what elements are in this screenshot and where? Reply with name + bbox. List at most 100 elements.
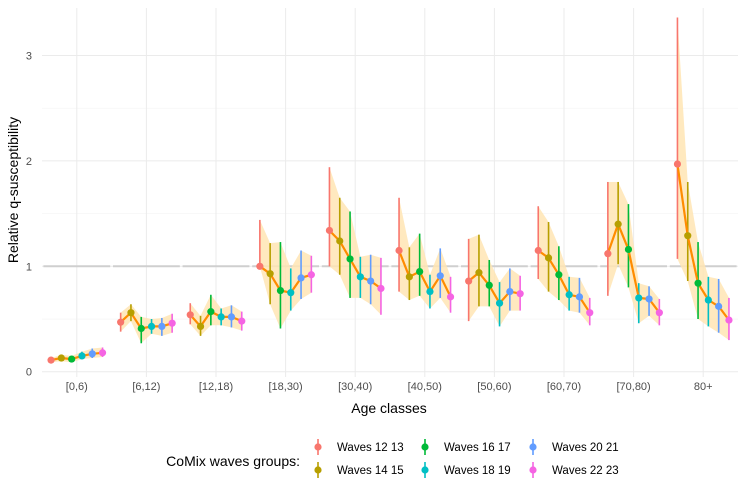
trend-line [397, 250, 452, 298]
point-layer [47, 160, 733, 364]
data-point [426, 288, 434, 296]
data-point [158, 322, 166, 330]
data-point [147, 322, 156, 330]
errorbar-layer [50, 17, 730, 363]
data-point [297, 274, 305, 282]
data-point [673, 160, 682, 168]
data-point [534, 246, 542, 255]
legend-key-point [314, 443, 322, 451]
data-point [506, 288, 514, 296]
x-tick-label: [0,6) [66, 381, 88, 393]
ci-ribbon [399, 197, 451, 313]
ci-ribbon [329, 167, 381, 315]
x-tick-label: [12,18) [199, 381, 233, 393]
x-tick-label: [40,50) [408, 381, 442, 393]
x-tick-label: [70,80) [616, 381, 650, 393]
data-point [516, 290, 524, 298]
legend-label: Waves 14 15 [337, 465, 404, 477]
data-point [276, 286, 285, 295]
data-point [377, 284, 385, 293]
data-point [436, 272, 444, 280]
legend-item: Waves 18 19 [421, 462, 511, 478]
x-axis-title: Age classes [351, 400, 426, 416]
ribbon-layer [51, 17, 729, 363]
data-point [684, 232, 692, 240]
data-point [586, 309, 594, 317]
x-tick-label: [50,60) [477, 381, 511, 393]
data-point [575, 293, 584, 301]
ci-ribbon [607, 182, 660, 326]
data-point [635, 294, 643, 302]
ci-ribbon [677, 17, 729, 341]
data-point [655, 309, 663, 317]
legend-item: Waves 20 21 [529, 439, 619, 455]
data-point [475, 269, 483, 277]
legend-key-point [529, 466, 537, 474]
legend-title: CoMix waves groups: [166, 453, 300, 469]
legend-key-point [421, 443, 429, 451]
data-point [68, 355, 76, 363]
data-point [555, 271, 563, 279]
data-point [266, 270, 274, 278]
data-point [485, 281, 493, 289]
data-point [47, 356, 55, 364]
x-tick-label: [60,70) [547, 381, 581, 393]
data-point [446, 293, 455, 301]
legend-label: Waves 12 13 [337, 442, 404, 454]
data-point [346, 255, 354, 263]
legend-key-point [314, 466, 322, 474]
data-point [725, 316, 733, 324]
x-tick-label: [30,40) [338, 381, 372, 393]
data-point [186, 311, 194, 319]
legend-items: Waves 12 13 Waves 14 15 Waves 16 17 Waves 1… [314, 439, 619, 478]
data-point [287, 289, 295, 297]
data-point [207, 308, 215, 316]
data-point [405, 273, 413, 281]
data-point [88, 350, 96, 358]
legend: CoMix waves groups: Waves 12 13 Waves 14 … [166, 439, 619, 478]
y-tick-label: 0 [26, 367, 32, 379]
data-point [704, 296, 712, 304]
data-point [227, 313, 236, 321]
data-point [565, 291, 573, 299]
ci-ribbon [468, 234, 521, 327]
data-point [336, 237, 344, 245]
data-point [256, 262, 264, 270]
data-point [117, 318, 125, 326]
data-point [395, 246, 403, 255]
y-tick-label: 2 [26, 156, 32, 168]
legend-key-point [529, 443, 537, 451]
data-point [604, 250, 612, 258]
y-tick-label: 1 [26, 261, 32, 273]
data-point [715, 302, 723, 310]
legend-label: Waves 18 19 [444, 465, 511, 477]
data-point [57, 354, 65, 362]
x-tick-label: 80+ [694, 381, 713, 393]
x-tick-label: [6,12) [132, 381, 160, 393]
data-point [78, 352, 86, 360]
legend-label: Waves 20 21 [552, 442, 619, 454]
legend-label: Waves 22 23 [552, 465, 619, 477]
ci-ribbon [259, 219, 312, 329]
data-point [544, 254, 553, 262]
data-point [238, 317, 246, 325]
data-point [137, 324, 145, 333]
data-point [614, 220, 622, 228]
data-point [307, 271, 315, 279]
data-point [465, 277, 473, 285]
data-point [325, 226, 334, 235]
data-point [645, 295, 653, 303]
axis-layer: 0 1 2 3 [0,6) [6,12) [12,18) [18,30) [30,40) [40,… [26, 50, 713, 393]
data-point [196, 322, 205, 330]
legend-label: Waves 16 17 [444, 442, 511, 454]
data-point [98, 349, 107, 357]
data-point [367, 277, 375, 285]
legend-item: Waves 22 23 [529, 462, 619, 478]
y-tick-label: 3 [26, 50, 32, 62]
y-axis-title: Relative q-susceptibility [5, 117, 21, 263]
data-point [217, 313, 225, 321]
data-point [624, 245, 633, 254]
x-tick-label: [18,30) [268, 381, 302, 393]
data-point [127, 309, 135, 317]
